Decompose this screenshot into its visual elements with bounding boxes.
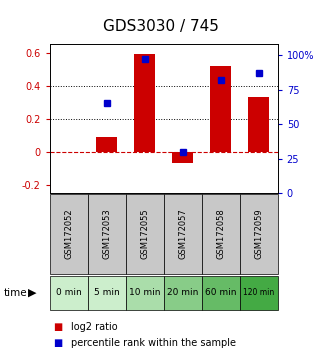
Text: log2 ratio: log2 ratio [71, 322, 117, 332]
Text: GSM172058: GSM172058 [216, 209, 225, 259]
Text: time: time [3, 288, 27, 298]
Text: GSM172052: GSM172052 [64, 209, 73, 259]
Bar [96, 137, 117, 152]
Text: 5 min: 5 min [94, 289, 120, 297]
Text: GDS3030 / 745: GDS3030 / 745 [103, 19, 218, 34]
Text: GSM172059: GSM172059 [254, 209, 263, 259]
Text: 0 min: 0 min [56, 289, 82, 297]
Bar [134, 54, 155, 152]
Text: GSM172055: GSM172055 [140, 209, 149, 259]
Bar [210, 66, 231, 152]
Text: 60 min: 60 min [205, 289, 237, 297]
Text: 10 min: 10 min [129, 289, 160, 297]
Text: 20 min: 20 min [167, 289, 198, 297]
Bar [248, 97, 269, 152]
Text: GSM172057: GSM172057 [178, 209, 187, 259]
Text: ■: ■ [53, 338, 62, 348]
Text: GSM172053: GSM172053 [102, 209, 111, 259]
Text: ■: ■ [53, 322, 62, 332]
Text: 120 min: 120 min [243, 289, 274, 297]
Text: ▶: ▶ [28, 288, 36, 298]
Text: percentile rank within the sample: percentile rank within the sample [71, 338, 236, 348]
Bar [172, 152, 193, 163]
